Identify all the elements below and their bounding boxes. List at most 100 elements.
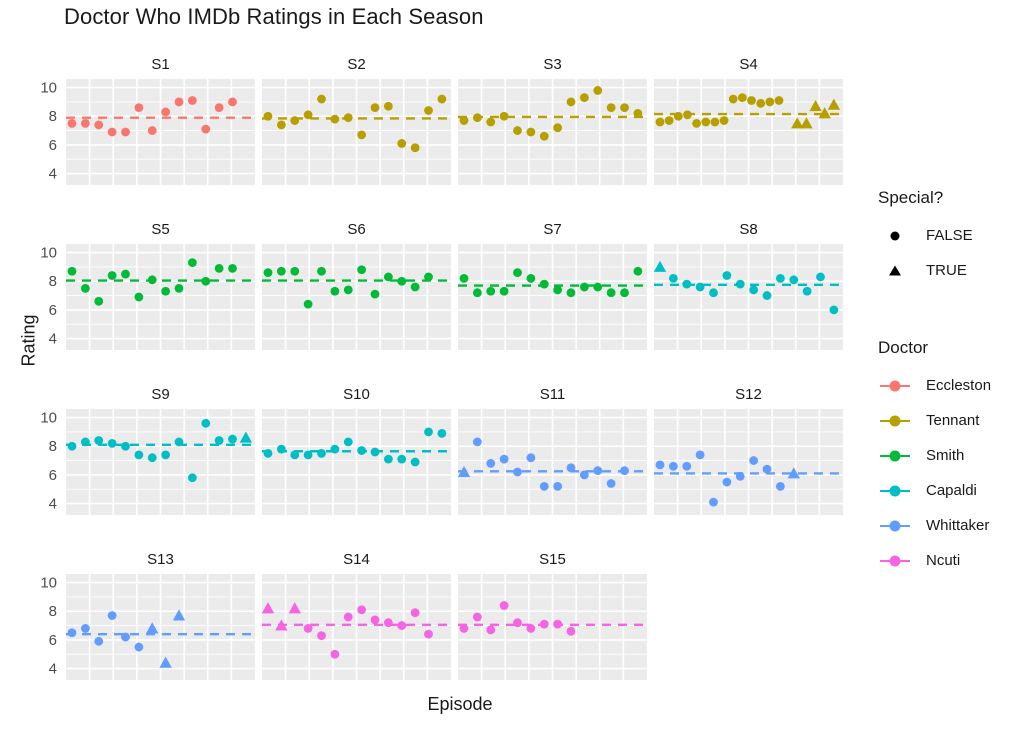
- data-point-circle[interactable]: [187, 258, 197, 268]
- data-point-circle[interactable]: [290, 450, 300, 460]
- data-point-circle[interactable]: [228, 434, 237, 444]
- data-point-triangle[interactable]: [261, 602, 275, 614]
- data-point-circle[interactable]: [593, 86, 603, 95]
- data-point-circle[interactable]: [67, 628, 77, 638]
- data-point-circle[interactable]: [330, 649, 340, 659]
- data-point-circle[interactable]: [802, 286, 812, 296]
- data-point-circle[interactable]: [513, 268, 522, 278]
- data-point-circle[interactable]: [317, 449, 326, 458]
- data-point-circle[interactable]: [633, 266, 643, 276]
- data-point-triangle[interactable]: [809, 100, 822, 112]
- data-point-circle[interactable]: [709, 497, 718, 507]
- data-point-circle[interactable]: [317, 266, 326, 276]
- data-point-circle[interactable]: [343, 113, 353, 123]
- data-point-circle[interactable]: [486, 117, 496, 127]
- data-point-circle[interactable]: [383, 101, 393, 111]
- legend-item-capaldi[interactable]: Capaldi: [878, 473, 991, 508]
- data-point-circle[interactable]: [357, 446, 367, 455]
- data-point-circle[interactable]: [620, 103, 629, 113]
- data-point-circle[interactable]: [762, 464, 772, 474]
- data-point-circle[interactable]: [606, 288, 616, 298]
- data-point-circle[interactable]: [486, 459, 496, 468]
- data-point-circle[interactable]: [775, 273, 785, 283]
- data-point-circle[interactable]: [174, 437, 184, 447]
- data-point-circle[interactable]: [317, 631, 326, 640]
- data-point-circle[interactable]: [513, 467, 522, 477]
- data-point-circle[interactable]: [383, 454, 393, 464]
- data-point-circle[interactable]: [187, 473, 197, 483]
- data-point-circle[interactable]: [410, 608, 420, 618]
- legend-item-smith[interactable]: Smith: [878, 438, 991, 473]
- data-point-circle[interactable]: [459, 116, 469, 125]
- data-point-circle[interactable]: [214, 436, 224, 445]
- data-point-circle[interactable]: [722, 271, 732, 280]
- data-point-circle[interactable]: [357, 130, 367, 140]
- data-point-circle[interactable]: [459, 624, 469, 633]
- data-point-circle[interactable]: [303, 624, 313, 633]
- data-point-circle[interactable]: [214, 103, 224, 113]
- data-point-circle[interactable]: [553, 619, 563, 629]
- data-point-circle[interactable]: [410, 282, 420, 292]
- data-point-circle[interactable]: [383, 618, 393, 628]
- data-point-circle[interactable]: [343, 612, 353, 622]
- data-point-circle[interactable]: [553, 481, 563, 491]
- data-point-triangle[interactable]: [827, 98, 841, 110]
- data-point-circle[interactable]: [228, 97, 237, 107]
- data-point-circle[interactable]: [579, 282, 589, 292]
- data-point-circle[interactable]: [765, 97, 775, 107]
- legend-item-eccleston[interactable]: Eccleston: [878, 368, 991, 403]
- data-point-circle[interactable]: [80, 624, 90, 633]
- data-point-circle[interactable]: [539, 279, 549, 289]
- data-point-circle[interactable]: [579, 93, 589, 103]
- data-point-circle[interactable]: [655, 460, 665, 470]
- data-point-circle[interactable]: [94, 436, 104, 445]
- data-point-circle[interactable]: [174, 97, 184, 107]
- data-point-circle[interactable]: [107, 127, 117, 137]
- data-point-circle[interactable]: [682, 461, 692, 471]
- data-point-circle[interactable]: [67, 119, 77, 128]
- data-point-circle[interactable]: [606, 479, 616, 488]
- data-point-circle[interactable]: [486, 286, 496, 296]
- data-point-circle[interactable]: [80, 284, 90, 293]
- data-point-circle[interactable]: [737, 93, 747, 103]
- data-point-circle[interactable]: [735, 279, 745, 289]
- data-point-circle[interactable]: [606, 103, 616, 113]
- data-point-circle[interactable]: [147, 275, 157, 285]
- data-point-circle[interactable]: [174, 284, 184, 293]
- data-point-circle[interactable]: [397, 276, 407, 286]
- data-point-circle[interactable]: [710, 117, 720, 127]
- data-point-circle[interactable]: [147, 126, 157, 135]
- data-point-circle[interactable]: [80, 437, 90, 447]
- data-point-circle[interactable]: [472, 612, 482, 622]
- data-point-circle[interactable]: [343, 285, 353, 295]
- data-point-circle[interactable]: [683, 110, 692, 120]
- data-point-circle[interactable]: [424, 272, 433, 282]
- data-point-circle[interactable]: [747, 96, 756, 105]
- data-point-circle[interactable]: [664, 116, 674, 125]
- legend-item-tennant[interactable]: Tennant: [878, 403, 991, 438]
- data-point-circle[interactable]: [668, 461, 678, 471]
- data-point-circle[interactable]: [263, 268, 273, 278]
- data-point-circle[interactable]: [397, 139, 407, 148]
- data-point-circle[interactable]: [692, 119, 702, 128]
- data-point-circle[interactable]: [424, 106, 433, 115]
- data-point-circle[interactable]: [290, 116, 300, 125]
- data-point-circle[interactable]: [728, 94, 738, 104]
- data-point-circle[interactable]: [749, 285, 759, 295]
- data-point-circle[interactable]: [673, 111, 683, 121]
- data-point-circle[interactable]: [383, 272, 393, 282]
- data-point-circle[interactable]: [410, 143, 420, 153]
- data-point-circle[interactable]: [303, 299, 313, 309]
- data-point-circle[interactable]: [722, 477, 732, 487]
- data-point-circle[interactable]: [121, 269, 130, 279]
- data-point-circle[interactable]: [579, 470, 589, 480]
- data-point-circle[interactable]: [553, 285, 563, 295]
- data-point-circle[interactable]: [499, 286, 509, 296]
- data-point-circle[interactable]: [472, 288, 482, 298]
- data-point-triangle[interactable]: [787, 467, 800, 479]
- data-point-circle[interactable]: [370, 289, 380, 299]
- data-point-circle[interactable]: [829, 305, 839, 315]
- data-point-circle[interactable]: [107, 611, 117, 620]
- data-point-circle[interactable]: [161, 286, 171, 296]
- data-point-circle[interactable]: [410, 457, 420, 467]
